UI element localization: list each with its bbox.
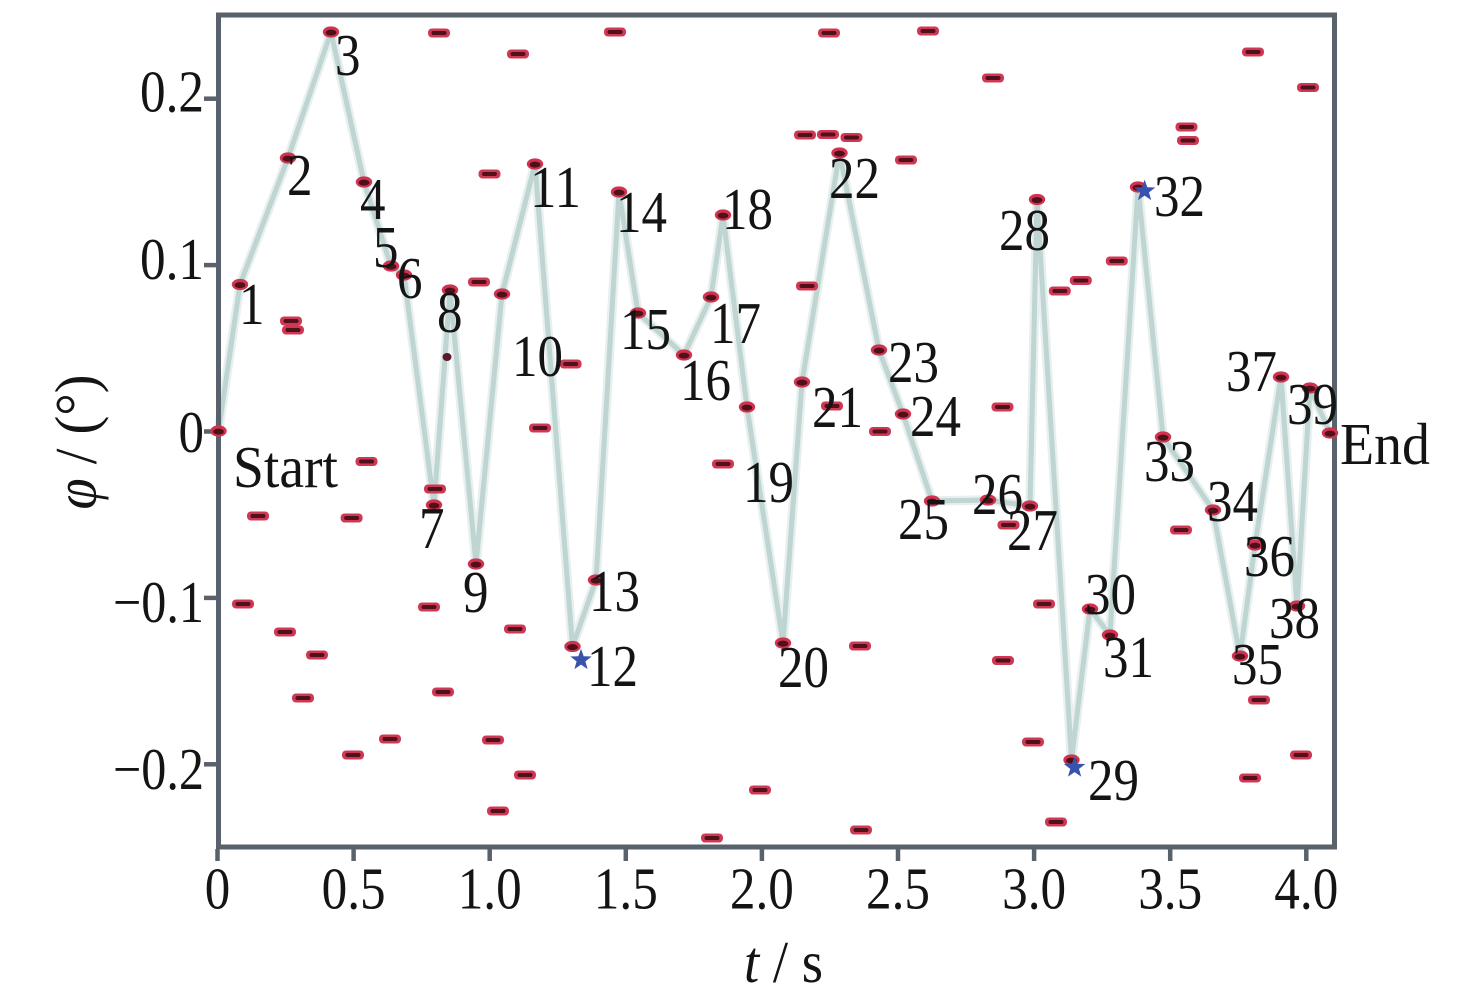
svg-text:27: 27 [1007,497,1058,563]
svg-text:End: End [1340,411,1430,477]
svg-text:17: 17 [710,290,761,356]
svg-text:1.0: 1.0 [458,856,522,922]
svg-text:39: 39 [1287,371,1338,437]
svg-text:5: 5 [373,214,399,280]
svg-text:26: 26 [972,461,1023,527]
svg-text:0: 0 [205,856,231,922]
svg-text:38: 38 [1269,585,1320,651]
svg-text:1.5: 1.5 [594,856,658,922]
svg-text:21: 21 [812,374,863,440]
svg-text:29: 29 [1088,747,1139,813]
svg-text:9: 9 [463,559,489,625]
svg-text:0: 0 [179,399,205,465]
svg-text:14: 14 [616,179,667,245]
svg-text:23: 23 [888,329,939,395]
svg-text:35: 35 [1232,631,1283,697]
svg-text:32: 32 [1154,163,1205,229]
svg-text:22: 22 [829,145,880,211]
svg-text:2: 2 [287,142,313,208]
svg-text:0.1: 0.1 [140,226,204,292]
svg-text:1: 1 [239,271,265,337]
svg-text:19: 19 [743,449,794,515]
svg-text:15: 15 [620,296,671,362]
svg-text:18: 18 [722,176,773,242]
svg-text:Start: Start [233,434,339,500]
svg-text:30: 30 [1085,561,1136,627]
svg-text:8: 8 [437,279,463,345]
svg-text:7: 7 [419,495,445,561]
svg-text:4: 4 [360,166,386,232]
svg-text:31: 31 [1103,624,1154,690]
svg-text:11: 11 [530,154,581,220]
svg-text:2.0: 2.0 [730,856,794,922]
svg-text:3.0: 3.0 [1002,856,1066,922]
svg-text:25: 25 [898,486,949,552]
svg-text:16: 16 [680,347,731,413]
svg-text:φ / (°): φ / (°) [43,375,109,510]
svg-text:t / s: t / s [744,929,823,995]
svg-text:−0.1: −0.1 [113,569,204,635]
svg-text:12: 12 [587,633,638,699]
svg-text:28: 28 [999,197,1050,263]
svg-text:4.0: 4.0 [1274,856,1338,922]
svg-text:20: 20 [778,634,829,700]
svg-text:34: 34 [1207,468,1258,534]
svg-text:37: 37 [1226,338,1277,404]
svg-text:0.2: 0.2 [140,59,204,125]
svg-text:3: 3 [335,22,361,88]
svg-text:13: 13 [589,558,640,624]
svg-text:3.5: 3.5 [1138,856,1202,922]
svg-text:10: 10 [512,323,563,389]
svg-text:2.5: 2.5 [866,856,930,922]
svg-text:24: 24 [910,383,961,449]
svg-text:33: 33 [1144,428,1195,494]
svg-text:0.5: 0.5 [322,856,386,922]
svg-text:36: 36 [1244,523,1295,589]
svg-text:−0.2: −0.2 [113,736,204,802]
svg-text:6: 6 [397,245,423,311]
